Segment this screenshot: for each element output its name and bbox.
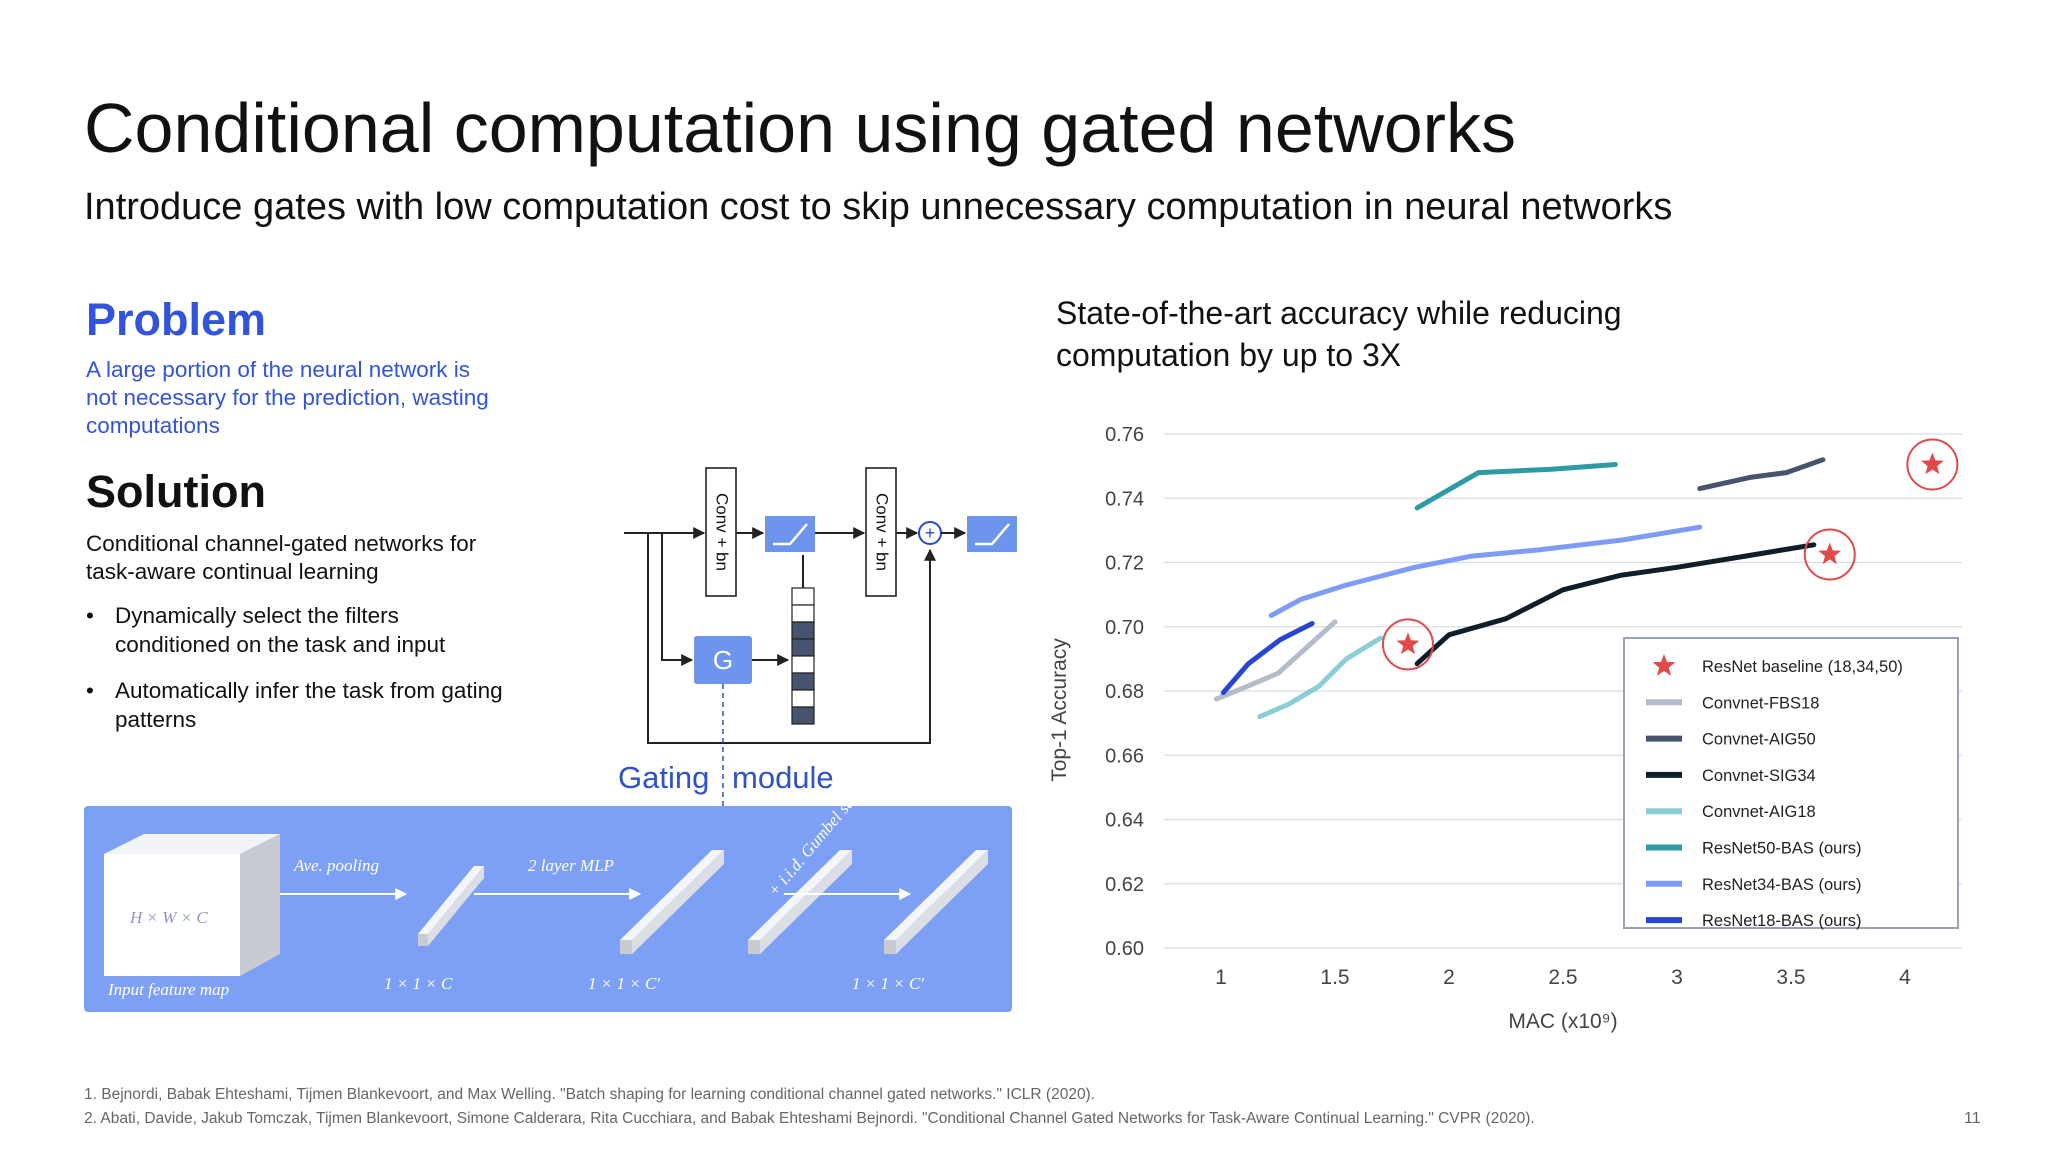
page-number: 11: [1964, 1110, 1981, 1127]
y-tick-label: 0.70: [1105, 617, 1144, 639]
slide-title: Conditional computation using gated netw…: [84, 89, 1516, 167]
y-tick-label: 0.74: [1105, 488, 1144, 510]
relu-icon: [773, 523, 808, 546]
y-tick-label: 0.64: [1105, 810, 1144, 832]
relu-block-1: [765, 516, 815, 552]
baseline-star-point: [1920, 452, 1944, 475]
legend-entry: ResNet34-BAS (ours): [1702, 876, 1862, 894]
x-tick-label: 1.5: [1320, 966, 1349, 989]
y-tick-labels: 0.60 0.62 0.64 0.66 0.68 0.70 0.72 0.74 0.76: [1105, 424, 1144, 960]
reference-2: 2. Abati, Davide, Jakub Tomczak, Tijmen …: [84, 1110, 1535, 1127]
legend: ResNet baseline (18,34,50) Convnet-FBS18 C…: [1623, 637, 1959, 930]
gate-output-slab: [884, 850, 988, 954]
slide-subtitle: Introduce gates with low computation cos…: [84, 186, 1673, 228]
input-dims-label: H × W × C: [130, 908, 208, 927]
dim-label-3: 1 × 1 × C′: [852, 974, 925, 993]
gating-label: Gating: [618, 760, 710, 795]
solution-heading: Solution: [86, 466, 266, 517]
x-tick-label: 3: [1671, 966, 1683, 989]
baseline-star-point: [1396, 632, 1420, 655]
gate-label: G: [713, 645, 733, 675]
solution-text: Conditional channel-gated networks for t…: [86, 531, 477, 584]
mlp-label: 2 layer MLP: [528, 856, 614, 875]
series-line-resnet18-bas-ours: [1220, 621, 1315, 696]
reference-1: 1. Bejnordi, Babak Ehteshami, Tijmen Bla…: [84, 1086, 1096, 1103]
x-tick-label: 4: [1899, 966, 1911, 989]
dim-label-2: 1 × 1 × C′: [588, 974, 661, 993]
plus-icon: +: [925, 523, 936, 543]
y-tick-label: 0.66: [1105, 745, 1144, 767]
legend-entry: Convnet-AIG18: [1702, 803, 1816, 821]
baseline-marker-ring: [1906, 438, 1959, 491]
legend-entry: Convnet-AIG50: [1702, 731, 1816, 749]
gate-vector: [791, 587, 815, 725]
baseline-marker-ring: [1803, 528, 1856, 581]
pooled-vector-slab: [418, 866, 484, 946]
legend-entry: ResNet50-BAS (ours): [1702, 840, 1862, 858]
input-feature-map-caption: Input feature map: [108, 980, 230, 999]
x-tick-label: 2: [1443, 966, 1455, 989]
legend-entry: Convnet-FBS18: [1702, 694, 1819, 712]
legend-box: [1623, 637, 1959, 929]
series-lines: [1213, 457, 1826, 720]
legend-entry: Convnet-SIG34: [1702, 767, 1816, 785]
gating-module-panel: H × W × C Input feature map Ave. pooling…: [84, 763, 1012, 1012]
chart-title: State-of-the-art accuracy while reducing…: [1056, 295, 1622, 373]
baseline-markers: [1381, 438, 1959, 671]
relu-block-2: [967, 516, 1017, 552]
legend-entry: ResNet18-BAS (ours): [1702, 912, 1862, 930]
y-tick-label: 0.68: [1105, 681, 1144, 703]
module-label: module: [732, 760, 834, 795]
legend-entry: ResNet baseline (18,34,50): [1702, 658, 1903, 676]
conv-bn-block-1: [705, 467, 737, 597]
x-tick-labels: 1 1.5 2 2.5 3 3.5 4: [1215, 966, 1911, 989]
x-tick-label: 3.5: [1776, 966, 1805, 989]
series-line-resnet34-bas-ours: [1268, 524, 1703, 618]
y-tick-label: 0.76: [1105, 424, 1144, 446]
conv-bn-label-1: Conv + bn: [713, 493, 732, 571]
y-axis-label: Top-1 Accuracy: [1048, 638, 1071, 782]
y-tick-label: 0.62: [1105, 874, 1144, 896]
relu-icon: [975, 523, 1010, 546]
gated-block-diagram: Conv + bn Conv + bn + G: [624, 467, 1017, 810]
legend-swatch: [1652, 654, 1676, 676]
bullet-marker: •: [86, 603, 94, 628]
x-tick-label: 1: [1215, 966, 1227, 989]
bullet-marker: •: [86, 678, 94, 703]
gate-input-arrow: [661, 533, 694, 666]
conv-bn-label-2: Conv + bn: [873, 493, 892, 571]
baseline-star-point: [1818, 542, 1842, 565]
bullet-text: Automatically infer the task from gating…: [115, 678, 503, 732]
dim-label-1: 1 × 1 × C: [384, 974, 453, 993]
x-tick-label: 2.5: [1548, 966, 1577, 989]
skip-connection: [647, 533, 936, 744]
series-line-convnet-sig34: [1414, 542, 1817, 667]
accuracy-vs-mac-chart: 0.60 0.62 0.64 0.66 0.68 0.70 0.72 0.74 0.76 1 1.…: [1048, 424, 1962, 1033]
y-tick-label: 0.72: [1105, 553, 1144, 575]
x-axis-label: MAC (x10⁹): [1508, 1010, 1617, 1033]
mlp-output-slab: [620, 850, 724, 954]
series-line-convnet-aig50: [1697, 457, 1826, 492]
series-line-convnet-aig18: [1257, 635, 1384, 720]
y-tick-label: 0.60: [1105, 938, 1144, 960]
series-line-convnet-fbs18: [1213, 619, 1338, 702]
gating-module-illustration: [104, 834, 988, 976]
gate-block: [694, 636, 752, 684]
problem-heading: Problem: [86, 294, 267, 345]
series-line-resnet50-bas-ours: [1414, 462, 1618, 511]
input-feature-cube: [104, 834, 280, 976]
problem-text: A large portion of the neural network is…: [86, 357, 489, 438]
bullet-text: Dynamically select the filters condition…: [115, 603, 446, 657]
baseline-marker-ring: [1381, 618, 1434, 671]
ave-pooling-label: Ave. pooling: [294, 856, 379, 875]
